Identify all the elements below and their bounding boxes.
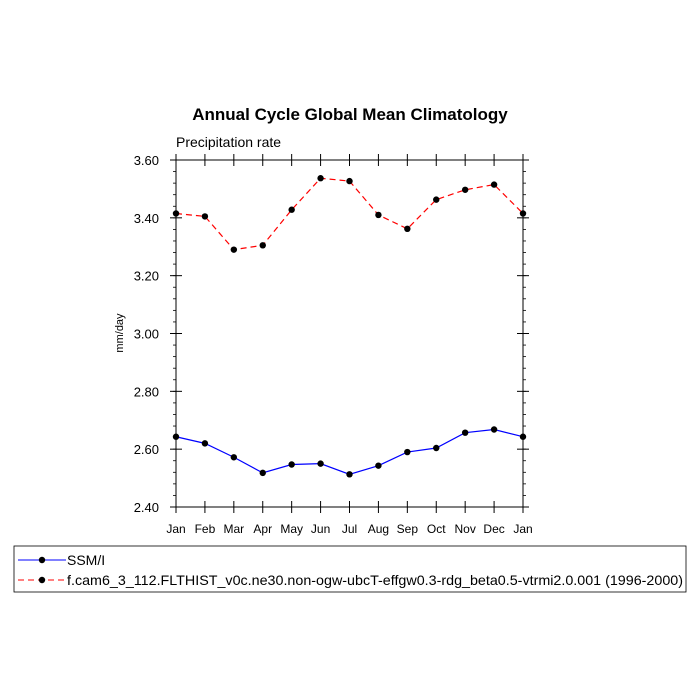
series-line-0 — [175, 428, 524, 475]
y-tick-label: 2.60 — [134, 442, 159, 457]
y-ticks: 2.40 2.60 2.80 3.00 3.20 3.40 3.60 — [134, 153, 529, 515]
legend-marker-ssmi — [38, 556, 46, 564]
series-0-point — [201, 440, 209, 447]
series-line-1 — [175, 177, 524, 251]
legend-box — [13, 545, 687, 593]
series-0-point — [404, 448, 411, 456]
series-1-point — [317, 175, 324, 182]
chart-title: Annual Cycle Global Mean Climatology — [192, 105, 508, 124]
series-0-point — [317, 460, 324, 467]
series-1-point — [172, 210, 180, 217]
series-0-point — [172, 433, 180, 440]
y-tick-label: 3.40 — [134, 211, 159, 226]
x-tick-label: Jan — [513, 522, 532, 536]
series-1-point — [259, 242, 266, 249]
series-0-point — [433, 444, 440, 452]
series-1-point — [519, 210, 527, 217]
x-tick-label: Aug — [368, 522, 389, 536]
series-1-point — [433, 196, 440, 203]
y-tick-label: 2.80 — [134, 384, 159, 399]
series-0-point — [230, 454, 238, 461]
series-layer — [172, 175, 527, 478]
x-tick-label: May — [280, 522, 303, 536]
x-tick-label: Jul — [342, 522, 357, 536]
series-1-point — [404, 225, 411, 233]
chart-subtitle: Precipitation rate — [176, 134, 281, 150]
y-tick-label: 3.60 — [134, 153, 159, 168]
x-tick-label: Mar — [223, 522, 244, 536]
y-axis-label: mm/day — [114, 313, 126, 353]
x-tick-label: Oct — [427, 522, 446, 536]
x-tick-label: Sep — [397, 522, 419, 536]
series-1-point — [288, 206, 295, 213]
series-0-point — [288, 461, 295, 468]
series-0-point — [519, 433, 527, 440]
x-tick-label: Nov — [454, 522, 475, 536]
series-1-point — [461, 186, 469, 193]
series-0-point — [461, 429, 469, 436]
series-0-point — [490, 426, 498, 433]
y-tick-label: 2.40 — [134, 500, 159, 515]
series-0-point — [375, 462, 382, 469]
series-1-point — [346, 177, 353, 185]
series-0-point — [346, 471, 353, 478]
y-tick-label: 3.00 — [134, 327, 159, 342]
x-tick-label: Dec — [483, 522, 504, 536]
legend-label-model: f.cam6_3_112.FLTHIST_v0c.ne30.non-ogw-ub… — [67, 572, 683, 588]
series-0-point — [259, 469, 266, 477]
series-1-point — [201, 213, 209, 220]
legend-marker-model — [38, 576, 46, 584]
x-tick-label: Jan — [166, 522, 185, 536]
x-tick-label: Jun — [311, 522, 330, 536]
series-1-point — [230, 246, 238, 253]
x-tick-label: Feb — [195, 522, 216, 536]
minor-ticks — [173, 159, 526, 508]
x-tick-label: Apr — [253, 522, 272, 536]
x-ticks: Jan Feb Mar Apr May Jun Jul Aug Sep Oct Nov Dec Jan — [166, 154, 533, 536]
legend-label-ssmi: SSM/I — [67, 552, 105, 568]
series-1-point — [375, 211, 382, 219]
legend: SSM/I f.cam6_3_112.FLTHIST_v0c.ne30.non-… — [13, 545, 687, 593]
series-1-point — [490, 181, 498, 188]
y-tick-label: 3.20 — [134, 269, 159, 284]
